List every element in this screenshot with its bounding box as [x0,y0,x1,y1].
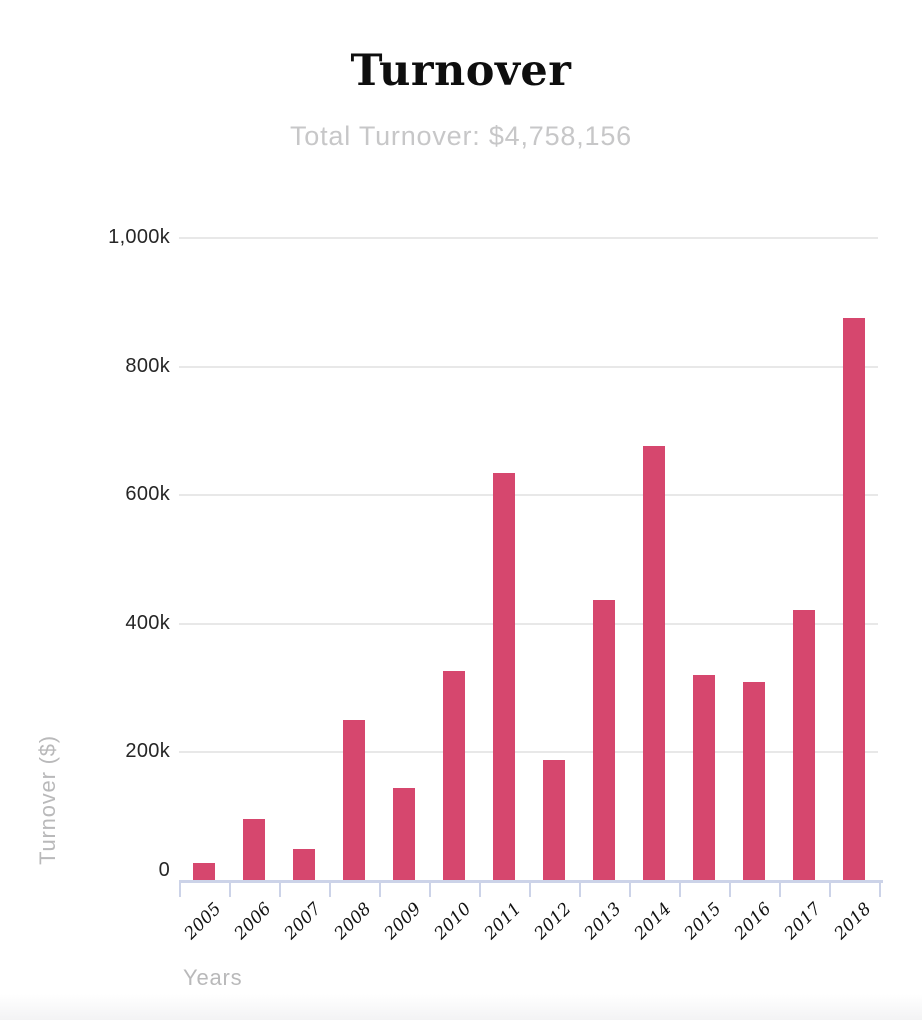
x-tick-label-text: 2015 [680,899,726,944]
x-tick-label-text: 2018 [830,899,876,944]
x-tick [679,881,681,897]
x-tick-label-text: 2007 [280,899,326,944]
x-tick [179,881,181,897]
x-tick [429,881,431,897]
x-tick [229,881,231,897]
bar-2018 [843,317,865,881]
x-tick-label-text: 2005 [180,899,226,944]
y-tick-label-600k: 600k [125,483,170,506]
bar-2009 [393,788,415,881]
y-tick-label-800k: 800k [125,354,170,377]
x-tick-label-text: 2014 [630,899,676,944]
x-tick [279,881,281,897]
x-tick-label-text: 2016 [730,899,776,944]
bar-2012 [543,760,565,881]
bar-2016 [743,682,765,881]
bar-2008 [343,720,365,881]
x-tick-label-text: 2010 [430,899,476,944]
bar-2015 [693,674,715,881]
x-tick [529,881,531,897]
x-tick [479,881,481,897]
x-tick-label-text: 2017 [780,899,826,944]
x-tick-label-text: 2009 [380,899,426,944]
gridline-400k [179,622,878,625]
x-tick-label-text: 2008 [330,899,376,944]
bar-2010 [443,671,465,881]
x-tick [729,881,731,897]
x-tick [879,881,881,897]
bar-2007 [293,848,315,881]
bottom-fade [0,994,922,1020]
bar-2006 [243,818,265,881]
gridline-600k [179,494,878,497]
x-tick-label-text: 2013 [580,899,626,944]
bar-2005 [193,862,215,881]
y-tick-label-0: 0 [158,859,170,881]
x-tick-label-text: 2012 [530,899,576,944]
chart-subtitle: Total Turnover: $4,758,156 [289,121,633,151]
x-tick-label-text: 2011 [480,899,526,944]
chart-title: Turnover [350,46,572,96]
y-tick-label-200k: 200k [125,740,170,763]
x-tick [329,881,331,897]
gridline-800k [179,365,878,368]
y-tick-label-1,000k: 1,000k [108,226,170,248]
gridline-1,000k [179,237,878,239]
bar-2011 [493,473,515,881]
x-tick-label-text: 2006 [230,899,276,944]
x-axis-title: Years [183,965,243,990]
x-tick [829,881,831,897]
x-tick [779,881,781,897]
x-tick [379,881,381,897]
y-tick-label-400k: 400k [125,611,170,634]
x-tick [579,881,581,897]
x-tick [629,881,631,897]
gridline-200k [179,751,878,754]
bar-2013 [593,600,615,881]
x-axis-line [179,880,883,883]
bar-2017 [793,609,815,881]
bar-2014 [643,446,665,881]
